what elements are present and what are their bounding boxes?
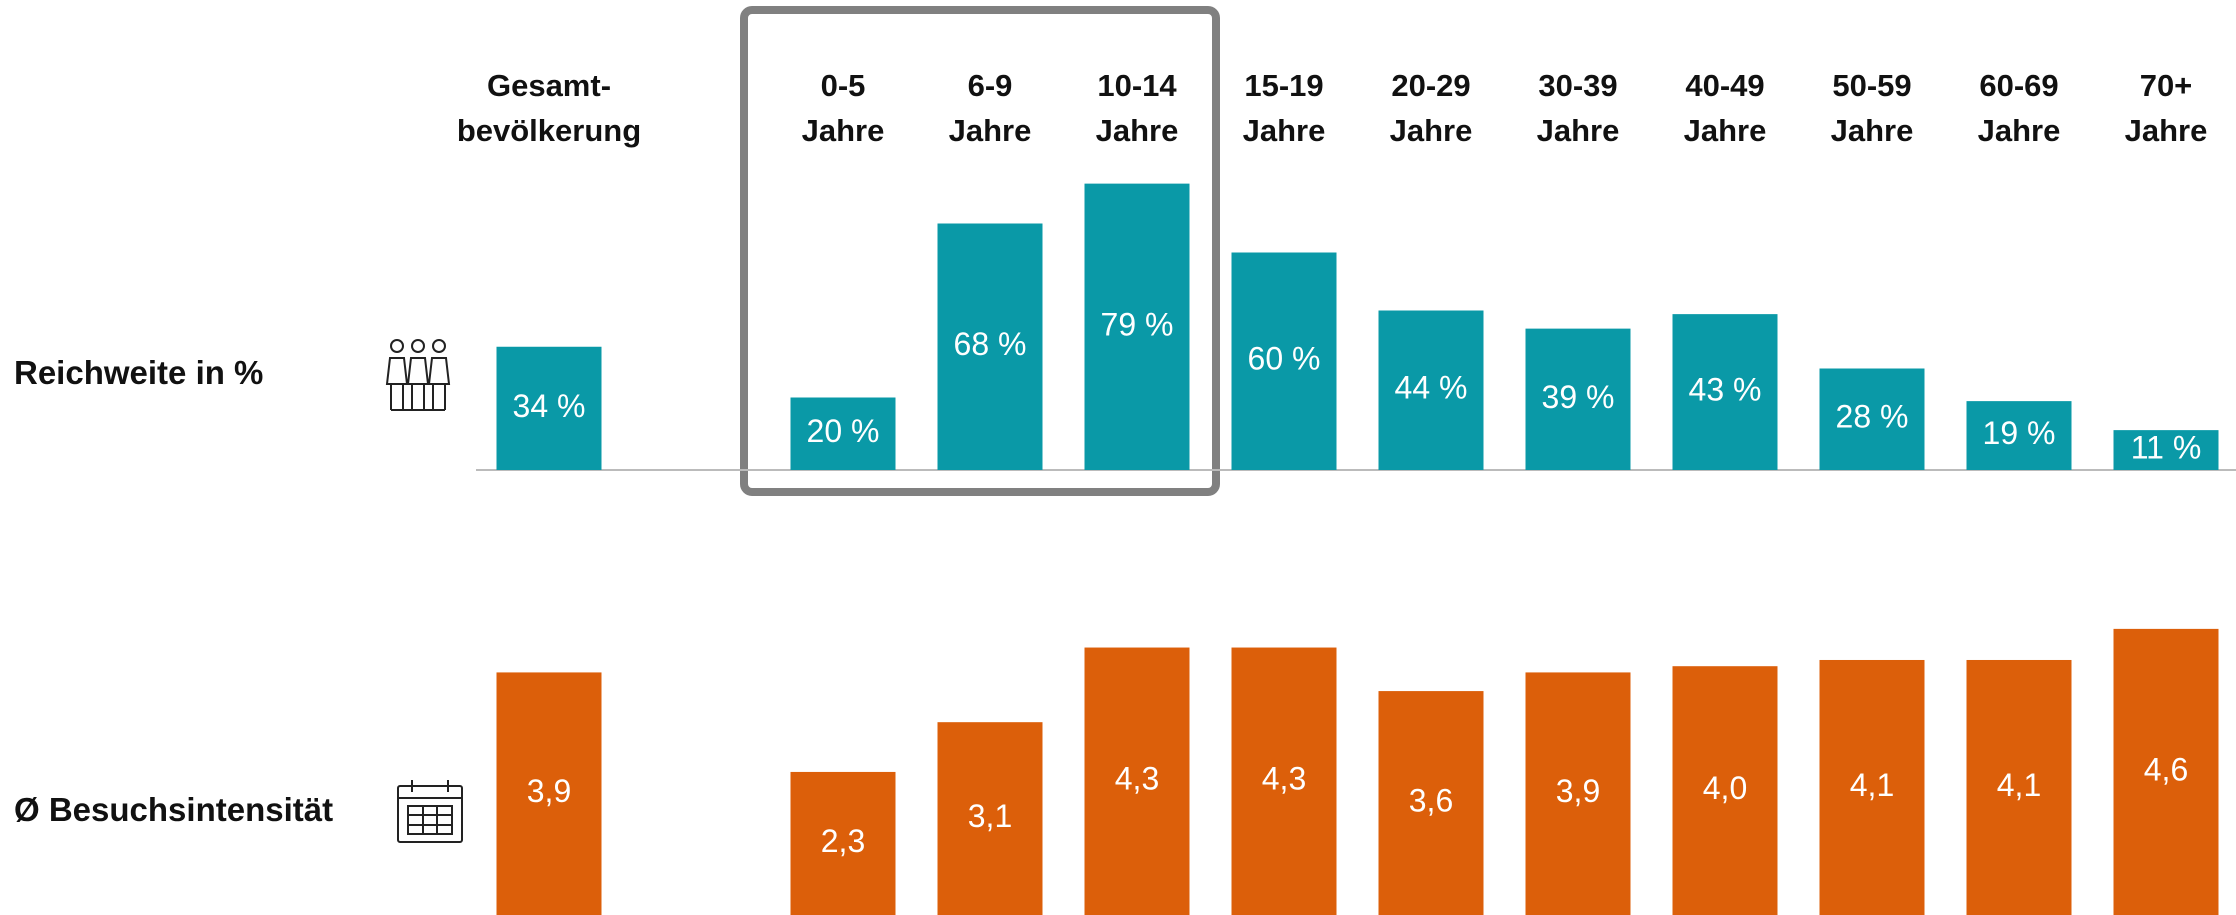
bar [937, 223, 1043, 470]
bar [1525, 328, 1631, 470]
value-label: 3,1 [968, 798, 1012, 834]
bar [496, 346, 602, 470]
value-label: 28 % [1836, 399, 1909, 435]
value-label: 34 % [513, 388, 586, 424]
bar [1672, 314, 1778, 470]
value-label: 4,3 [1115, 761, 1159, 797]
bar [1819, 659, 1925, 915]
bar [1231, 252, 1337, 470]
bar [2113, 628, 2219, 915]
bar [1231, 647, 1337, 915]
value-label: 4,1 [1850, 767, 1894, 803]
bar [1525, 672, 1631, 915]
value-label: 4,3 [1262, 761, 1306, 797]
bar [1378, 310, 1484, 470]
bar [1819, 368, 1925, 470]
value-label: 43 % [1689, 372, 1762, 408]
category-label: 20-29 Jahre [1389, 68, 1473, 148]
bar [1084, 183, 1190, 470]
bar [1966, 401, 2072, 470]
bar [790, 771, 896, 915]
value-label: 79 % [1101, 306, 1174, 342]
value-label: 20 % [807, 413, 880, 449]
value-label: 4,1 [1997, 767, 2041, 803]
value-label: 39 % [1542, 379, 1615, 415]
value-label: 2,3 [821, 823, 865, 859]
value-label: 44 % [1395, 370, 1468, 406]
bar [1084, 647, 1190, 915]
value-label: 19 % [1983, 415, 2056, 451]
people-icon [385, 339, 451, 411]
bar [1672, 666, 1778, 915]
bar [1378, 691, 1484, 915]
value-label: 4,6 [2144, 751, 2188, 787]
category-label: Gesamt- bevölkerung [456, 68, 642, 148]
category-label: 70+ Jahre [2124, 68, 2208, 148]
bar [1966, 659, 2072, 915]
category-label: 40-49 Jahre [1683, 68, 1767, 148]
bar [937, 722, 1043, 915]
category-label: 50-59 Jahre [1830, 68, 1914, 148]
value-label: 11 % [2131, 430, 2202, 466]
row-label: Ø Besuchsintensität [14, 791, 334, 828]
category-label: 6-9 Jahre [948, 68, 1032, 148]
value-label: 3,9 [1556, 773, 1600, 809]
value-label: 4,0 [1703, 770, 1747, 806]
value-label: 68 % [954, 326, 1027, 362]
category-label: 60-69 Jahre [1977, 68, 2061, 148]
bar [790, 397, 896, 470]
value-label: 3,9 [527, 773, 571, 809]
category-label: 15-19 Jahre [1242, 68, 1326, 148]
calendar-icon [397, 780, 463, 843]
category-label: 0-5 Jahre [801, 68, 885, 148]
value-label: 3,6 [1409, 782, 1453, 818]
category-label: 10-14 Jahre [1095, 68, 1179, 148]
category-label: 30-39 Jahre [1536, 68, 1620, 148]
bar [496, 672, 602, 915]
value-label: 60 % [1248, 341, 1321, 377]
bar [2113, 430, 2219, 470]
highlight-box [740, 6, 1220, 496]
row-label: Reichweite in % [14, 354, 264, 391]
